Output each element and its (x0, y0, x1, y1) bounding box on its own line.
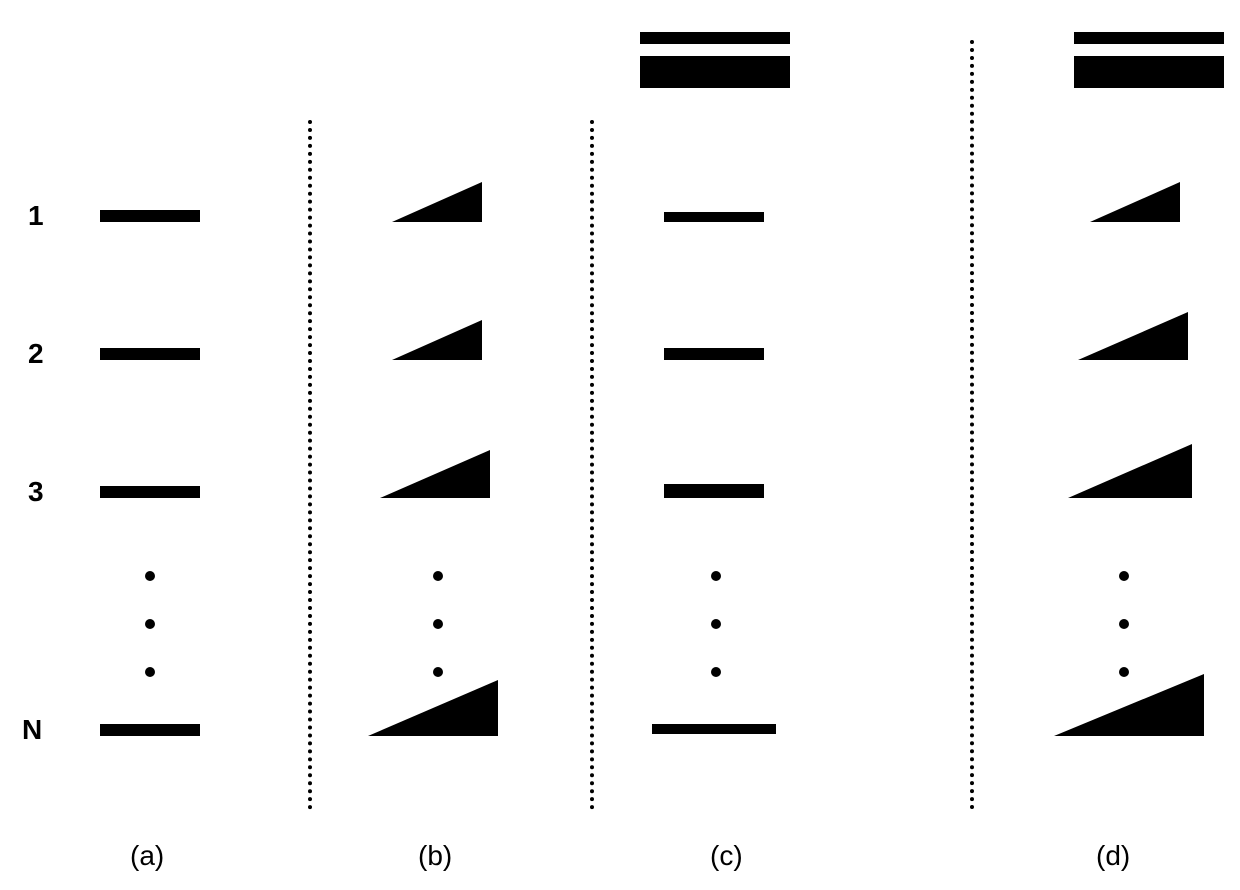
col-a-bar-1 (100, 348, 200, 360)
col-d-topbar-1 (1074, 56, 1224, 88)
col-c-bar-0 (664, 212, 764, 222)
col-a-bar-3 (100, 724, 200, 736)
col-label-0: (a) (130, 840, 164, 872)
col-c-topbar-0 (640, 32, 790, 44)
col-d-tri-2 (1068, 444, 1192, 498)
col-d-tri-0 (1090, 182, 1180, 222)
col-b-tri-0 (392, 182, 482, 222)
row-label-1: 2 (28, 338, 44, 370)
ellipsis-dot-3-1 (1119, 619, 1129, 629)
col-label-3: (d) (1096, 840, 1130, 872)
col-label-1: (b) (418, 840, 452, 872)
ellipsis-dot-0-1 (145, 619, 155, 629)
ellipsis-dot-3-0 (1119, 571, 1129, 581)
col-c-bar-3 (652, 724, 776, 734)
ellipsis-dot-0-2 (145, 667, 155, 677)
ellipsis-dot-2-1 (711, 619, 721, 629)
col-b-tri-1 (392, 320, 482, 360)
ellipsis-dot-3-2 (1119, 667, 1129, 677)
col-c-topbar-1 (640, 56, 790, 88)
col-c-bar-1 (664, 348, 764, 360)
row-label-2: 3 (28, 476, 44, 508)
row-label-0: 1 (28, 200, 44, 232)
divider-0 (308, 120, 312, 810)
col-d-tri-1 (1078, 312, 1188, 360)
col-label-2: (c) (710, 840, 743, 872)
ellipsis-dot-2-2 (711, 667, 721, 677)
ellipsis-dot-0-0 (145, 571, 155, 581)
ellipsis-dot-1-2 (433, 667, 443, 677)
col-d-tri-3 (1054, 674, 1204, 736)
ellipsis-dot-1-1 (433, 619, 443, 629)
col-b-tri-2 (380, 450, 490, 498)
divider-2 (970, 40, 974, 810)
col-a-bar-2 (100, 486, 200, 498)
row-label-3: N (22, 714, 42, 746)
divider-1 (590, 120, 594, 810)
col-d-topbar-0 (1074, 32, 1224, 44)
col-c-bar-2 (664, 484, 764, 498)
ellipsis-dot-1-0 (433, 571, 443, 581)
col-a-bar-0 (100, 210, 200, 222)
ellipsis-dot-2-0 (711, 571, 721, 581)
col-b-tri-3 (368, 680, 498, 736)
